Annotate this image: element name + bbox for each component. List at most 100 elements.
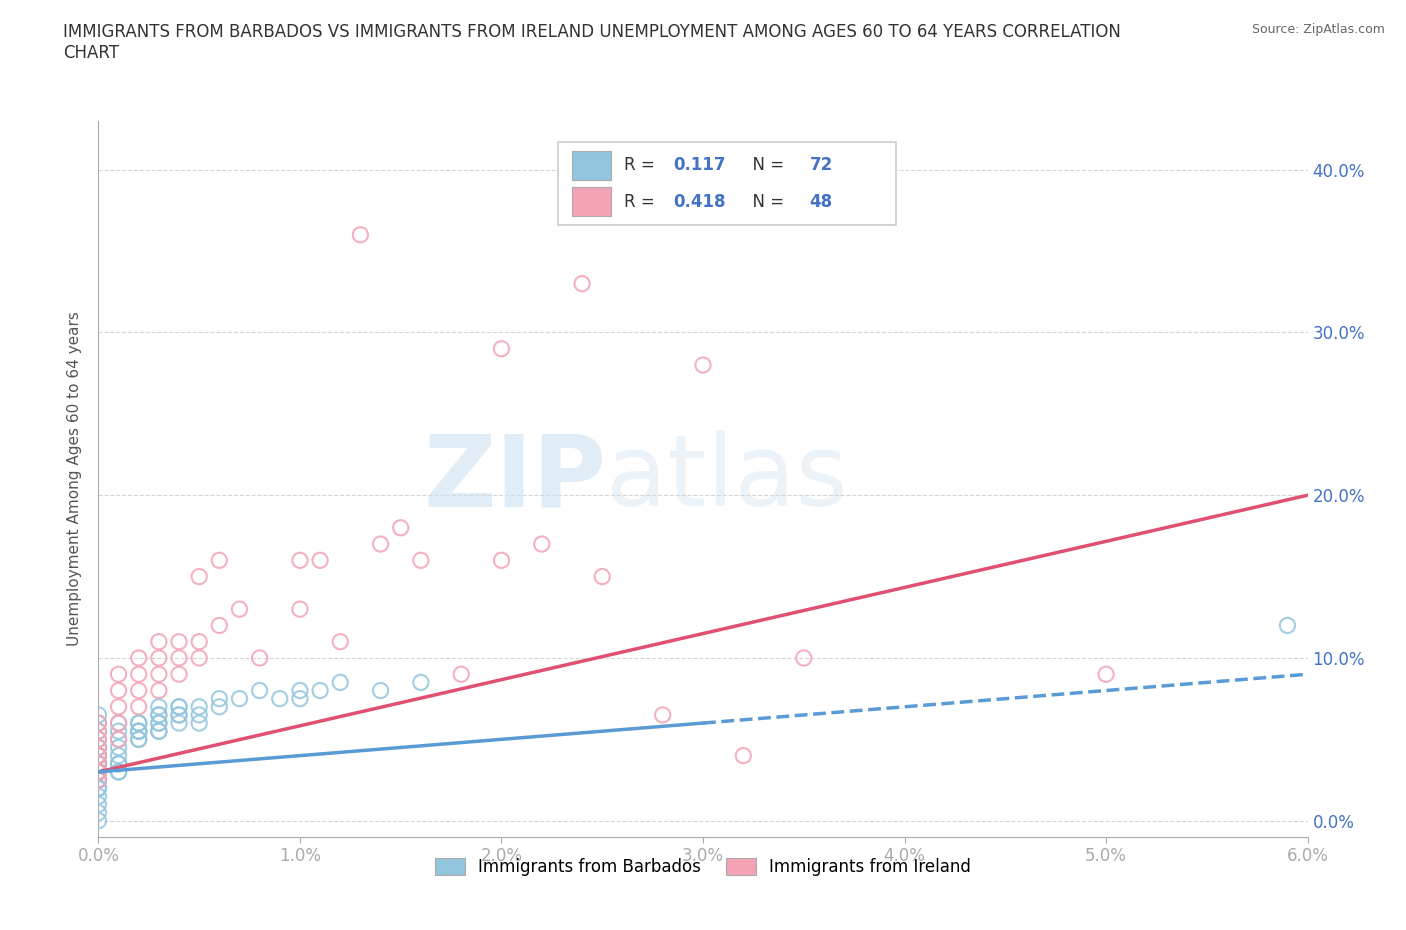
Point — [692, 357, 714, 372]
Point — [87, 764, 110, 779]
Point — [188, 716, 211, 731]
Point — [87, 773, 110, 788]
Point — [87, 708, 110, 723]
Text: 0.418: 0.418 — [672, 193, 725, 211]
Point — [148, 651, 170, 666]
Point — [87, 748, 110, 763]
Point — [128, 683, 150, 698]
FancyBboxPatch shape — [572, 151, 612, 179]
Point — [148, 708, 170, 723]
Point — [87, 732, 110, 747]
Point — [188, 699, 211, 714]
Point — [87, 764, 110, 779]
Point — [128, 699, 150, 714]
Point — [208, 618, 231, 633]
Point — [107, 716, 129, 731]
Point — [148, 708, 170, 723]
Point — [87, 748, 110, 763]
Point — [128, 732, 150, 747]
Point — [87, 748, 110, 763]
Point — [269, 691, 291, 706]
Text: N =: N = — [742, 156, 789, 174]
Point — [87, 756, 110, 771]
Point — [87, 740, 110, 755]
Point — [87, 724, 110, 738]
Point — [1095, 667, 1118, 682]
Point — [107, 716, 129, 731]
FancyBboxPatch shape — [572, 188, 612, 216]
Point — [148, 699, 170, 714]
Point — [128, 651, 150, 666]
Point — [107, 764, 129, 779]
Point — [87, 756, 110, 771]
Point — [148, 667, 170, 682]
Point — [329, 634, 352, 649]
Point — [128, 724, 150, 738]
Point — [450, 667, 472, 682]
Point — [87, 756, 110, 771]
Point — [1277, 618, 1299, 633]
Point — [389, 521, 412, 536]
Point — [530, 537, 553, 551]
Point — [87, 797, 110, 812]
Point — [370, 537, 392, 551]
Point — [107, 748, 129, 763]
Point — [128, 667, 150, 682]
Point — [148, 716, 170, 731]
Point — [188, 651, 211, 666]
Point — [107, 699, 129, 714]
Point — [288, 552, 311, 567]
Point — [148, 716, 170, 731]
Point — [409, 552, 432, 567]
Point — [167, 708, 190, 723]
Point — [793, 651, 815, 666]
Point — [87, 756, 110, 771]
Point — [167, 699, 190, 714]
Point — [87, 773, 110, 788]
Point — [87, 789, 110, 804]
Point — [309, 683, 332, 698]
Text: N =: N = — [742, 193, 789, 211]
Point — [491, 341, 513, 356]
Point — [87, 724, 110, 738]
Point — [107, 724, 129, 738]
Point — [87, 764, 110, 779]
Point — [208, 691, 231, 706]
Point — [128, 716, 150, 731]
Point — [167, 708, 190, 723]
Point — [228, 602, 250, 617]
Text: R =: R = — [624, 193, 661, 211]
Text: Source: ZipAtlas.com: Source: ZipAtlas.com — [1251, 23, 1385, 36]
Point — [87, 756, 110, 771]
Point — [87, 764, 110, 779]
Point — [167, 651, 190, 666]
Point — [87, 756, 110, 771]
Point — [107, 764, 129, 779]
Point — [87, 773, 110, 788]
Point — [167, 699, 190, 714]
Point — [288, 602, 311, 617]
Point — [591, 569, 613, 584]
Point — [148, 683, 170, 698]
Point — [349, 228, 371, 243]
Point — [87, 716, 110, 731]
Text: R =: R = — [624, 156, 661, 174]
Text: 0.117: 0.117 — [672, 156, 725, 174]
Point — [167, 667, 190, 682]
Point — [107, 732, 129, 747]
Point — [188, 569, 211, 584]
Point — [87, 740, 110, 755]
Point — [87, 813, 110, 829]
Point — [87, 764, 110, 779]
Point — [87, 740, 110, 755]
Point — [651, 708, 673, 723]
Text: 48: 48 — [810, 193, 832, 211]
Point — [167, 634, 190, 649]
Point — [188, 708, 211, 723]
Point — [87, 773, 110, 788]
Point — [329, 675, 352, 690]
Point — [370, 683, 392, 698]
Point — [208, 699, 231, 714]
Text: 72: 72 — [810, 156, 832, 174]
FancyBboxPatch shape — [558, 142, 897, 225]
